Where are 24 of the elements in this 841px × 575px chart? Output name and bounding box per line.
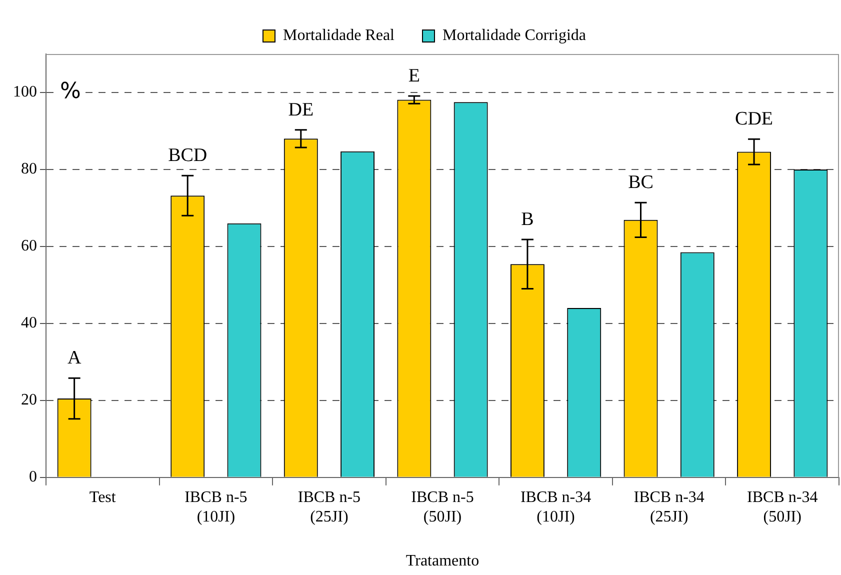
- x-tick-label: IBCB n-34 (10JI): [520, 489, 592, 526]
- annotation: BCD: [168, 145, 208, 166]
- annotation: A: [67, 348, 82, 369]
- x-tick-label: IBCB n-5 (50JI): [411, 489, 474, 526]
- annotation: DE: [288, 99, 314, 120]
- y-tick-label: 20: [21, 392, 37, 409]
- annotation: BC: [628, 172, 654, 194]
- x-axis-title: Tratamento: [406, 552, 480, 570]
- annotation: CDE: [735, 108, 774, 130]
- annotation: B: [521, 209, 534, 230]
- y-tick-label: 100: [13, 84, 37, 101]
- y-tick-label: 0: [29, 468, 37, 486]
- x-tick-label: IBCB n-5 (10JI): [184, 489, 248, 526]
- y-tick-label: 80: [21, 160, 37, 178]
- x-tick-label: Test: [89, 489, 116, 506]
- legend-label: Mortalidade Corrigida: [442, 27, 586, 44]
- annotation: E: [408, 65, 420, 86]
- y-tick-label: 40: [21, 314, 37, 332]
- x-tick-label: IBCB n-5 (25JI): [298, 489, 361, 526]
- x-tick-label: IBCB n-34 (25JI): [634, 489, 704, 526]
- legend-label: Mortalidade Real: [282, 27, 396, 44]
- annotation: %: [60, 79, 81, 104]
- x-tick-label: IBCB n-34 (50JI): [747, 489, 818, 526]
- y-tick-label: 60: [21, 238, 37, 255]
